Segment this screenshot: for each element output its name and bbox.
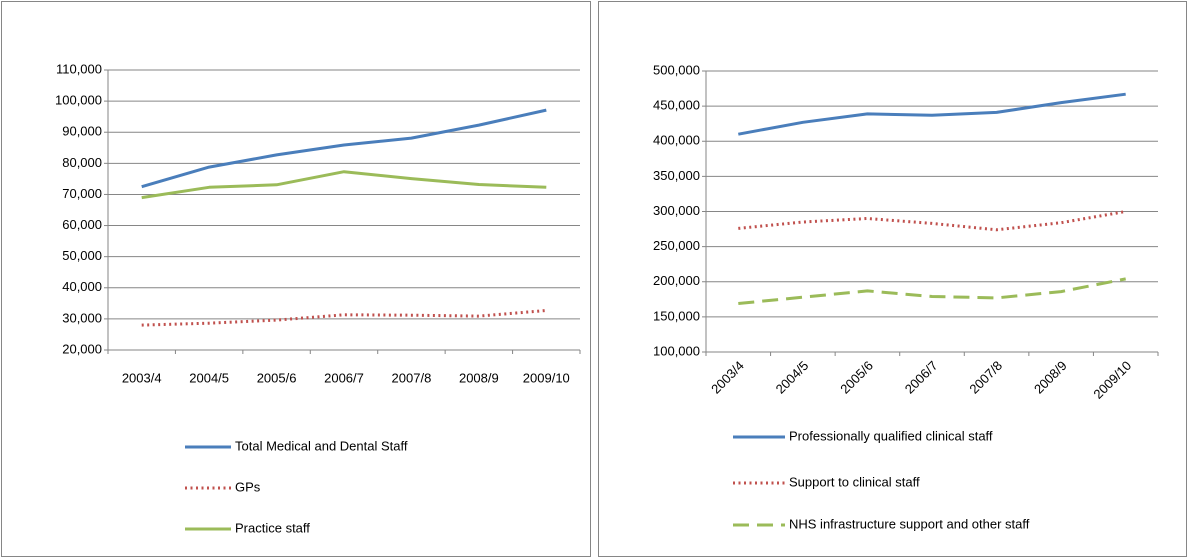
y-tick-label: 90,000	[62, 124, 102, 139]
series-line	[141, 108, 547, 189]
y-tick-label: 300,000	[653, 203, 700, 218]
y-tick-label: 110,000	[56, 61, 102, 76]
chart-frame	[1, 1, 591, 557]
x-tick-label: 2007/8	[392, 370, 432, 385]
y-tick-label: 500,000	[653, 62, 700, 77]
legend-label: GPs	[235, 479, 261, 494]
series-line	[738, 277, 1126, 305]
x-tick-label: 2009/10	[523, 370, 570, 385]
legend-label: NHS infrastructure support and other sta…	[789, 516, 1030, 531]
y-tick-label: 150,000	[653, 308, 700, 323]
series-line	[738, 210, 1126, 232]
y-tick-label: 450,000	[653, 98, 700, 113]
legend-label: Total Medical and Dental Staff	[235, 438, 408, 453]
y-tick-label: 400,000	[653, 133, 700, 148]
y-tick-label: 40,000	[62, 279, 102, 294]
x-tick-label: 2003/4	[122, 370, 162, 385]
y-tick-label: 30,000	[62, 310, 102, 325]
x-tick-label: 2006/7	[324, 370, 364, 385]
y-tick-label: 50,000	[62, 248, 102, 263]
y-tick-label: 100,000	[55, 93, 102, 108]
y-tick-label: 350,000	[653, 168, 700, 183]
y-tick-label: 70,000	[62, 186, 102, 201]
x-tick-label: 2005/6	[257, 370, 297, 385]
y-tick-label: 100,000	[653, 343, 700, 358]
series-line	[738, 92, 1126, 136]
y-tick-label: 200,000	[653, 273, 700, 288]
y-tick-label: 80,000	[62, 155, 102, 170]
legend-label: Support to clinical staff	[789, 474, 920, 489]
x-tick-label: 2008/9	[459, 370, 499, 385]
y-tick-label: 20,000	[62, 341, 102, 356]
series-line	[141, 170, 547, 200]
legend-label: Professionally qualified clinical staff	[789, 428, 993, 443]
y-tick-label: 60,000	[62, 217, 102, 232]
y-tick-label: 250,000	[653, 238, 700, 253]
legend-label: Practice staff	[235, 520, 310, 535]
chart-frame	[598, 1, 1187, 557]
x-tick-label: 2004/5	[189, 370, 229, 385]
series-line	[141, 309, 547, 327]
